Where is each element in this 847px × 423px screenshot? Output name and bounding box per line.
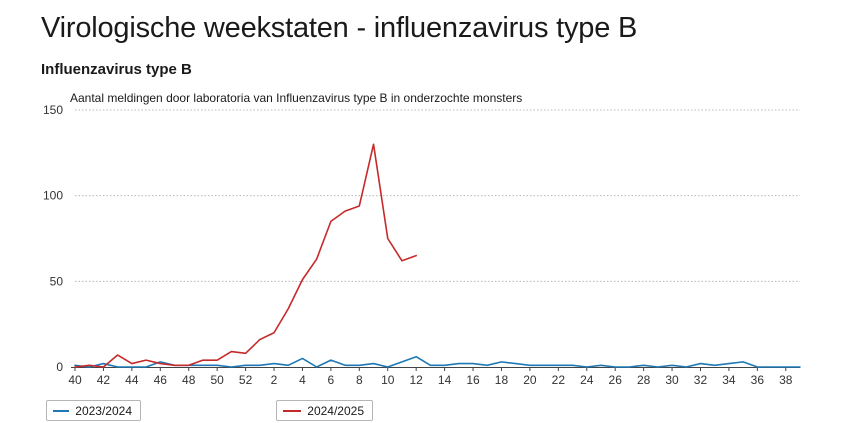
y-tick-label: 150 bbox=[43, 103, 63, 117]
x-tick-label: 26 bbox=[609, 373, 623, 387]
y-tick-label: 100 bbox=[43, 189, 63, 203]
legend-item-2024-2025[interactable]: 2024/2025 bbox=[276, 400, 373, 421]
x-tick-label: 36 bbox=[751, 373, 765, 387]
x-tick-label: 14 bbox=[438, 373, 452, 387]
x-tick-label: 30 bbox=[665, 373, 679, 387]
x-tick-label: 46 bbox=[154, 373, 168, 387]
x-tick-label: 20 bbox=[523, 373, 537, 387]
series-line-2024-2025 bbox=[74, 143, 417, 368]
x-tick-label: 40 bbox=[68, 373, 82, 387]
legend-item-2023-2024[interactable]: 2023/2024 bbox=[46, 400, 141, 421]
x-tick-label: 44 bbox=[125, 373, 139, 387]
legend-label: 2023/2024 bbox=[75, 403, 132, 418]
legend-swatch bbox=[283, 409, 302, 412]
legend-swatch bbox=[53, 409, 70, 412]
y-tick-label: 50 bbox=[50, 274, 64, 288]
section-title: Influenzavirus type B bbox=[41, 61, 192, 78]
x-tick-label: 28 bbox=[637, 373, 651, 387]
page-title: Virologische weekstaten - influenzavirus… bbox=[41, 12, 638, 44]
x-tick-label: 52 bbox=[239, 373, 253, 387]
x-tick-label: 38 bbox=[779, 373, 793, 387]
x-tick-label: 16 bbox=[466, 373, 480, 387]
x-tick-label: 2 bbox=[271, 373, 278, 387]
x-tick-label: 34 bbox=[722, 373, 736, 387]
x-tick-label: 24 bbox=[580, 373, 594, 387]
x-tick-label: 48 bbox=[182, 373, 196, 387]
chart-title: Aantal meldingen door laboratoria van In… bbox=[70, 91, 522, 105]
x-tick-label: 22 bbox=[552, 373, 566, 387]
legend-label: 2024/2025 bbox=[307, 403, 364, 418]
x-tick-label: 32 bbox=[694, 373, 708, 387]
x-tick-label: 18 bbox=[495, 373, 509, 387]
x-tick-label: 8 bbox=[356, 373, 363, 387]
x-tick-label: 10 bbox=[381, 373, 395, 387]
x-tick-label: 12 bbox=[409, 373, 423, 387]
y-tick-label: 0 bbox=[56, 360, 63, 374]
x-tick-label: 42 bbox=[97, 373, 111, 387]
x-tick-label: 50 bbox=[210, 373, 224, 387]
x-tick-label: 6 bbox=[328, 373, 335, 387]
x-tick-label: 4 bbox=[299, 373, 306, 387]
series-line-2023-2024 bbox=[74, 355, 801, 368]
